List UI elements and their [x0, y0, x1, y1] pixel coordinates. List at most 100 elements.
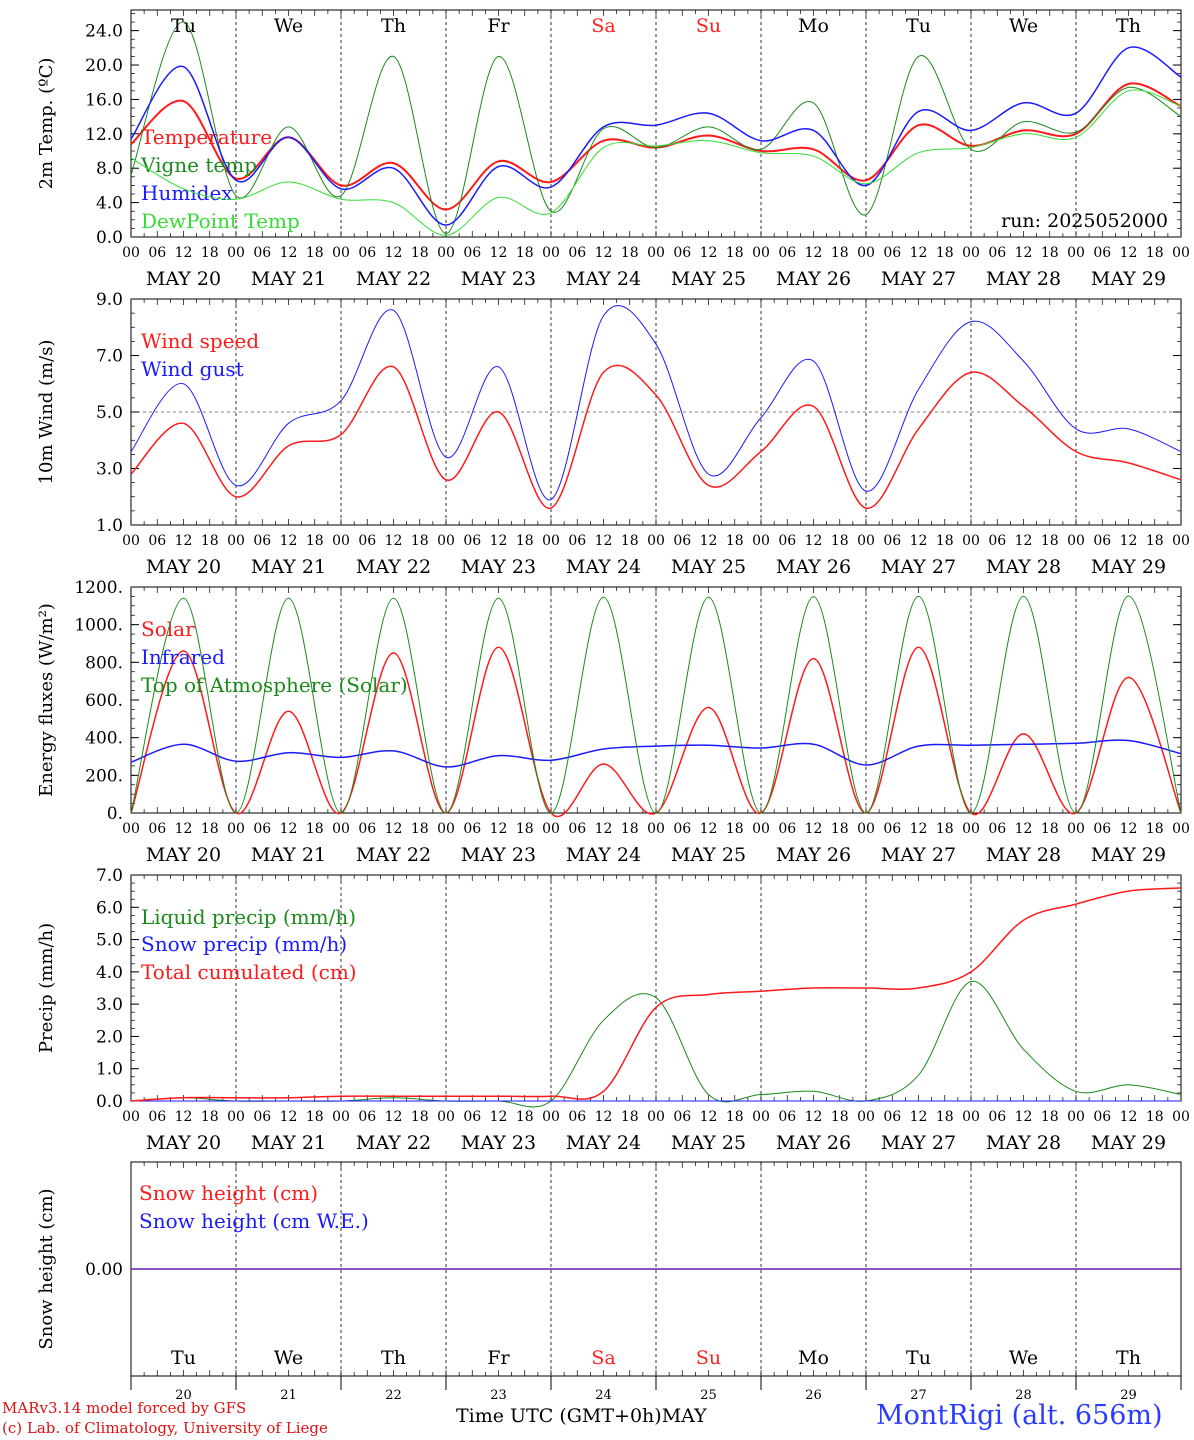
hour-label: 06 — [253, 245, 271, 261]
hour-label: 12 — [910, 533, 928, 549]
station-label: MontRigi (alt. 656m) — [876, 1400, 1163, 1431]
hour-label: 06 — [988, 245, 1006, 261]
date-label: MAY 26 — [776, 1132, 851, 1154]
hour-label: 18 — [411, 245, 429, 261]
date-label: MAY 25 — [671, 844, 746, 866]
hour-label: 06 — [568, 245, 586, 261]
y-tick-label: 1.0 — [96, 1060, 123, 1080]
y-tick-label: 400. — [85, 729, 123, 749]
hour-label: 00 — [962, 533, 980, 549]
hour-label: 18 — [831, 533, 849, 549]
date-label: MAY 29 — [1091, 844, 1166, 866]
hour-label: 06 — [463, 1109, 481, 1125]
hour-label: 06 — [1093, 245, 1111, 261]
day-number: 27 — [910, 1388, 927, 1403]
y-axis-label: Energy fluxes (W/m²) — [36, 603, 57, 797]
hour-label: 00 — [437, 1109, 455, 1125]
date-label: MAY 23 — [461, 1132, 536, 1154]
hour-label: 18 — [1041, 821, 1059, 837]
hour-label: 06 — [568, 821, 586, 837]
hour-label: 00 — [332, 1109, 350, 1125]
hour-label: 18 — [831, 245, 849, 261]
hour-label: 06 — [778, 245, 796, 261]
hour-label: 18 — [621, 533, 639, 549]
date-label: MAY 24 — [566, 1132, 641, 1154]
hour-label: 06 — [358, 821, 376, 837]
date-label: MAY 21 — [251, 844, 326, 866]
hour-label: 12 — [385, 1109, 403, 1125]
date-label: MAY 28 — [986, 268, 1061, 290]
date-label: MAY 27 — [881, 1132, 956, 1154]
hour-label: 06 — [883, 245, 901, 261]
weekday-label: Su — [696, 15, 721, 37]
legend-entry: Snow height (cm W.E.) — [139, 1209, 369, 1233]
y-axis-label: 2m Temp. (ºC) — [36, 58, 57, 190]
date-label: MAY 28 — [986, 556, 1061, 578]
date-label: MAY 24 — [566, 556, 641, 578]
hour-label: 12 — [175, 821, 193, 837]
y-tick-label: 0.00 — [85, 1260, 123, 1280]
date-label: MAY 20 — [146, 556, 221, 578]
hour-label: 06 — [568, 533, 586, 549]
hour-label: 12 — [280, 533, 298, 549]
hour-label: 00 — [542, 533, 560, 549]
day-number: 25 — [700, 1388, 717, 1403]
legend-entry: Total cumulated (cm) — [141, 960, 357, 984]
hour-label: 00 — [752, 533, 770, 549]
x-axis-title: Time UTC (GMT+0h)MAY — [456, 1405, 707, 1427]
hour-label: 18 — [726, 821, 744, 837]
hour-label: 18 — [621, 1109, 639, 1125]
legend-entry: Liquid precip (mm/h) — [141, 905, 356, 929]
date-label: MAY 28 — [986, 844, 1061, 866]
legend-entry: Infrared — [141, 645, 225, 669]
series-line-wind-speed — [130, 364, 1182, 509]
y-tick-label: 0.0 — [96, 1092, 123, 1112]
hour-label: 18 — [1041, 1109, 1059, 1125]
weekday-label: We — [274, 1347, 303, 1369]
y-tick-label: 8.0 — [96, 159, 123, 179]
panel-precip: 0.0 1.0 2.0 3.0 4.0 5.0 6.0 7.0 Precip (mm/h) Liq… — [36, 866, 1190, 1154]
weekday-label: Th — [381, 1347, 406, 1369]
day-number: 26 — [805, 1388, 822, 1403]
y-tick-label: 5.0 — [96, 403, 123, 423]
hour-label: 00 — [122, 821, 140, 837]
hour-label: 12 — [805, 533, 823, 549]
date-label: MAY 25 — [671, 556, 746, 578]
hour-label: 06 — [463, 245, 481, 261]
date-label: MAY 22 — [356, 268, 431, 290]
panel-wind: 1.0 3.0 5.0 7.0 9.0 10m Wind (m/s) Wind speed W… — [36, 290, 1190, 578]
weekday-label: Fr — [487, 15, 510, 37]
hour-label: 06 — [148, 245, 166, 261]
hour-label: 18 — [306, 533, 324, 549]
y-tick-label: 2.0 — [96, 1027, 123, 1047]
y-tick-label: 800. — [85, 653, 123, 673]
hour-label: 12 — [280, 245, 298, 261]
hour-label: 00 — [227, 245, 245, 261]
hour-label: 12 — [280, 821, 298, 837]
date-label: MAY 27 — [881, 268, 956, 290]
hour-label: 12 — [490, 1109, 508, 1125]
hour-label: 12 — [175, 1109, 193, 1125]
hour-label: 00 — [332, 821, 350, 837]
hour-label: 00 — [962, 245, 980, 261]
weekday-label: Tu — [171, 1347, 196, 1369]
series-line-wind-gust — [130, 305, 1182, 501]
day-number: 24 — [595, 1388, 612, 1403]
hour-label: 00 — [227, 821, 245, 837]
panel-snow: 0.00 Snow height (cm) Snow height (cm) Snow… — [36, 1161, 1182, 1377]
hour-label: 00 — [1067, 821, 1085, 837]
hour-label: 00 — [227, 533, 245, 549]
weekday-label: Mo — [798, 1347, 829, 1369]
weekday-label: Th — [1116, 15, 1141, 37]
y-tick-label: 12.0 — [85, 125, 123, 145]
panel-temperature: 0.0 4.0 8.0 12.0 16.0 20.0 24.0 2m Temp. (ºC) Te… — [36, 9, 1190, 290]
hour-label: 06 — [1093, 821, 1111, 837]
x-axis-title-text: Time UTC (GMT+0h) — [456, 1405, 662, 1427]
series-line-total-cumulated-cm — [130, 887, 1182, 1102]
hour-label: 00 — [1067, 1109, 1085, 1125]
hour-label: 06 — [988, 533, 1006, 549]
series-line-vigne-temp — [130, 21, 1182, 235]
y-tick-label: 3.0 — [96, 995, 123, 1015]
hour-label: 18 — [1146, 245, 1164, 261]
hour-label: 06 — [148, 821, 166, 837]
